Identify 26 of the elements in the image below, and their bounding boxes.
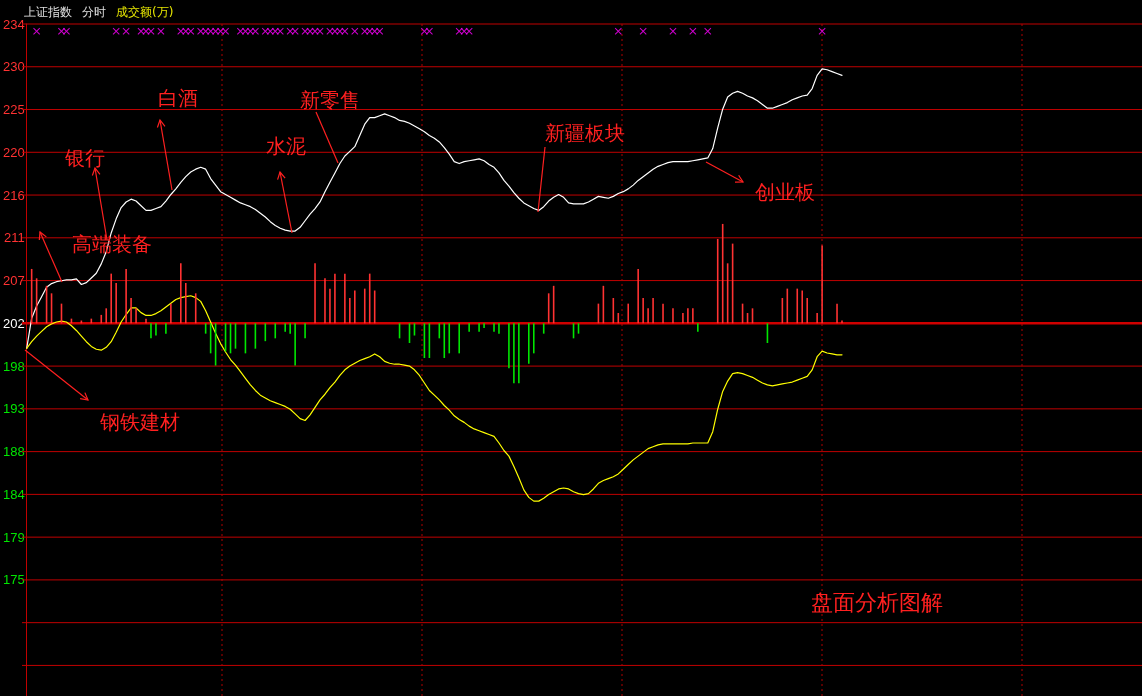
y-tick-label: 193 bbox=[2, 401, 25, 417]
line-series bbox=[26, 295, 843, 502]
chart-subtitle: 分时 bbox=[82, 5, 106, 19]
annotation: 新疆板块 bbox=[545, 121, 625, 145]
annotation: 钢铁建材 bbox=[99, 410, 180, 434]
line-series bbox=[26, 68, 843, 349]
y-tick-label: 175 bbox=[2, 572, 25, 588]
y-tick-label: 188 bbox=[2, 444, 25, 460]
annotation: 新零售 bbox=[300, 88, 360, 112]
annotation: 水泥 bbox=[266, 134, 306, 158]
y-tick-label: 230 bbox=[2, 59, 25, 75]
annotation: 白酒 bbox=[158, 86, 198, 110]
y-tick-label: 198 bbox=[2, 358, 25, 374]
y-tick-label: 234 bbox=[2, 16, 25, 32]
y-tick-label: 207 bbox=[2, 273, 25, 289]
text: 成交额(万) bbox=[116, 5, 174, 19]
annotation: 盘面分析图解 bbox=[811, 589, 943, 615]
annotation: 创业板 bbox=[755, 180, 815, 204]
y-tick-label: 216 bbox=[2, 187, 25, 203]
y-tick-label: 184 bbox=[2, 486, 25, 502]
y-tick-label: 220 bbox=[2, 144, 25, 160]
annotation: 银行 bbox=[64, 146, 105, 170]
chart-title: 上证指数 bbox=[24, 5, 72, 19]
y-tick-label: 211 bbox=[3, 230, 25, 246]
y-tick-label: 225 bbox=[2, 102, 25, 118]
y-tick-label: 179 bbox=[2, 529, 25, 545]
